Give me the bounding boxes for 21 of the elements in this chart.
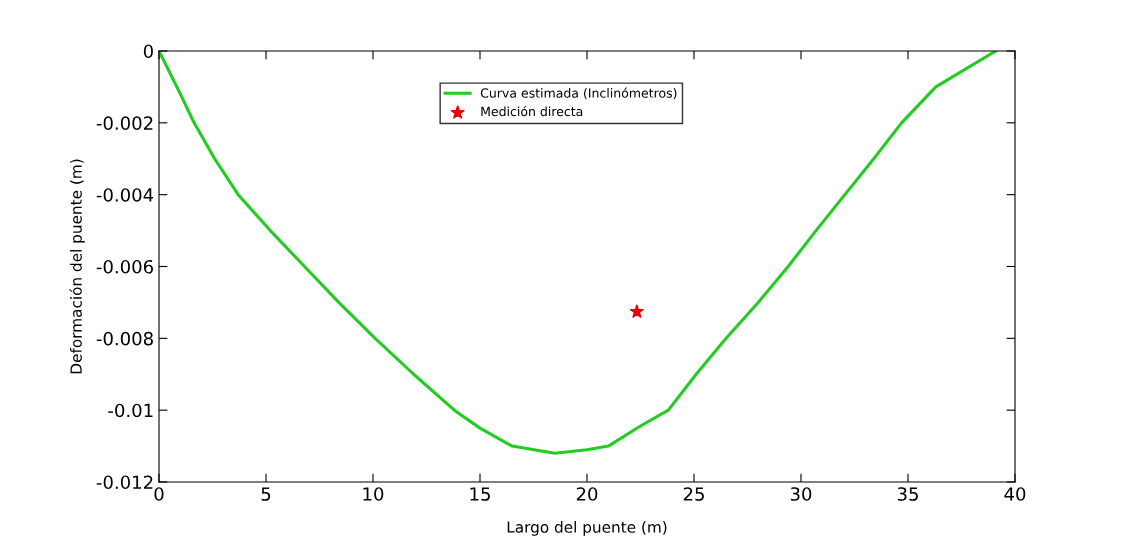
x-tick-label: 25 [683, 487, 704, 501]
x-tick-label: 15 [470, 487, 490, 501]
x-tick-label: 10 [363, 487, 384, 501]
x-tick-label: 30 [790, 487, 812, 501]
y-tick-label: -0.004 [96, 188, 154, 202]
y-tick-label: -0.008 [96, 331, 153, 346]
y-axis-title: Deformación del puente (m) [69, 159, 85, 374]
x-tick-label: 20 [576, 487, 598, 501]
x-tick-label: 5 [261, 487, 271, 501]
legend-label: Medición directa [481, 105, 583, 117]
line-series [159, 51, 998, 455]
y-tick-label: -0.002 [96, 116, 153, 130]
legend-label: Curva estimada (Inclinómetros) [480, 87, 677, 100]
x-tick-label: 35 [897, 487, 918, 501]
y-tick-label: -0.006 [96, 259, 153, 274]
x-tick-label: 40 [1004, 487, 1026, 501]
y-tick-label: -0.01 [108, 403, 153, 418]
x-axis-title: Largo del puente (m) [507, 521, 667, 536]
y-tick-label: -0.012 [96, 475, 153, 490]
y-tick-label: 0 [143, 44, 153, 59]
x-tick-label: 0 [154, 487, 164, 501]
